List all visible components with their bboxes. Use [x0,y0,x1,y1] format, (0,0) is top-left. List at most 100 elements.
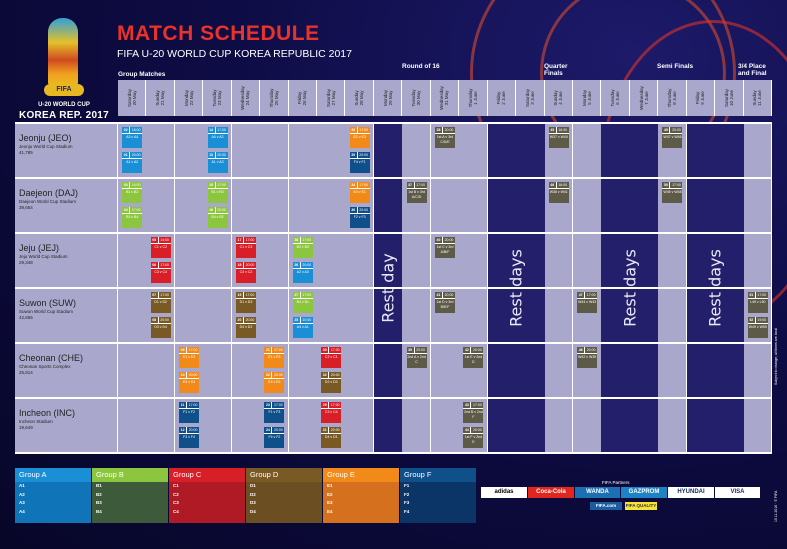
legend-group-item: B1 [96,483,102,488]
legend-group-item: A1 [19,483,25,488]
match-card[interactable]: 27 17:00 B4 v B1 [292,292,313,313]
sponsor-logo-fifaquality: FIFA QUALITY [625,502,657,510]
match-card[interactable]: 47 17:00 W44 v W43 [577,292,598,313]
match-card[interactable]: 04 17:00 B3 v B4 [122,207,143,228]
match-card[interactable]: 02 16:00 A3 v A4 [122,127,143,148]
sponsor-logo-hyundai: HYUNDAI [668,487,714,498]
match-card[interactable]: 46 16:00 W38 v W41 [548,182,569,203]
date-header: Thursday 8 June [658,80,687,116]
match-card[interactable]: 08 20:00 D3 v D4 [150,317,171,338]
match-card[interactable]: 31 20:00 D4 v D1 [321,427,342,448]
match-card[interactable]: 26 20:00 A2 v A3 [292,262,313,283]
venue-stadium: Daejeon World Cup Stadium [19,199,76,204]
match-card[interactable]: 52 19:00 W49 v W50 [747,317,768,338]
date-header: Tuesday 23 May [203,80,232,116]
sponsor-logo-cocacola: Coca-Cola [528,487,574,498]
legend-group-e: Group E E1 E2 E3 E4 [323,468,399,523]
sponsor-logo-wanda: WANDA [575,487,620,498]
date-header-label: Wednesday 7 June [638,86,649,110]
date-header: Sunday 21 May [146,80,175,116]
match-card[interactable]: 28 17:00 B2 v B3 [292,237,313,258]
date-header: Monday 29 May [373,80,403,116]
legend-group-item: D4 [250,508,256,514]
venue-row-incheon: Incheon (INC) Incheon Stadium 19,649 [15,398,118,453]
date-header-label: Tuesday 30 May [411,89,422,107]
fineprint-note: Subject to change; all times are local [774,327,778,385]
match-card[interactable]: 33 17:00 E2 v E3 [349,127,370,148]
match-card[interactable]: 21 17:00 E1 v E3 [264,347,285,368]
match-card[interactable]: 09 17:00 E1 v E2 [179,347,200,368]
match-card[interactable]: 38 20:00 1st A v 3rd C/D/E [435,127,455,148]
venue-capacity: 25,814 [19,370,33,375]
match-card[interactable]: 11 17:00 F1 v F2 [179,402,200,423]
match-card[interactable]: 15 17:00 B1 v B3 [207,182,228,203]
date-header: Monday 5 June [572,80,602,116]
match-card[interactable]: 34 17:00 E4 v E1 [349,182,370,203]
match-card[interactable]: 40 20:00 1st C v 3rd A/B/F [435,237,455,258]
row-divider [15,397,772,399]
match-card[interactable]: 39 20:00 2nd A v 2nd C [406,347,427,368]
legend-group-item: E2 [327,491,333,497]
venue-name: Jeju (JEJ) [19,243,60,253]
legend-group-a: Group A A1 A2 A3 A4 [15,468,91,523]
match-card[interactable]: 42 20:00 1st E v 2nd D [463,347,484,368]
match-card[interactable]: 44 20:00 1st F v 2nd E [463,427,484,448]
match-card[interactable]: 05 14:00 C1 v C2 [150,237,171,258]
match-card[interactable]: 24 20:00 F4 v F2 [264,427,285,448]
venue-row-jeju: Jeju (JEJ) Jeju World Cup Stadium 29,348 [15,233,118,288]
match-card[interactable]: 50 17:00 W45 v W48 [662,182,683,203]
match-card[interactable]: 36 20:00 F2 v F3 [349,207,370,228]
legend-group-d: Group D D1 D2 D3 D4 [246,468,322,523]
match-card[interactable]: 43 17:00 2nd B v 2nd F [463,402,484,423]
match-card[interactable]: 01 20:00 A1 v A2 [122,152,143,173]
legend-group-item: A3 [19,500,25,505]
match-card[interactable]: 13 20:00 A1 v A3 [207,152,228,173]
match-card[interactable]: 14 17:00 A4 v A2 [207,127,228,148]
legend-group-header: Group A [15,468,91,482]
match-card[interactable]: 17 17:00 C1 v C3 [235,237,256,258]
match-card[interactable]: 03 14:00 B1 v B2 [122,182,143,203]
match-card[interactable]: 22 20:00 E4 v E2 [264,372,285,393]
date-header-label: Saturday 20 May [126,88,137,108]
match-card[interactable]: 19 17:00 D1 v D3 [235,292,256,313]
match-card[interactable]: 25 20:00 A4 v A1 [292,317,313,338]
match-card[interactable]: 32 20:00 D2 v D3 [321,372,342,393]
match-card[interactable]: 20 20:00 D4 v D2 [235,317,256,338]
venue-stadium: Jeonju World Cup Stadium [19,144,73,149]
match-card[interactable]: 35 20:00 F4 v F1 [349,152,370,173]
match-card[interactable]: 37 17:00 1st B v 3rd A/C/D [406,182,427,203]
row-divider [15,122,772,124]
match-card[interactable]: 07 17:00 D1 v D2 [150,292,171,313]
match-card[interactable]: 51 17:00 L49 v L50 [747,292,768,313]
match-card[interactable]: 10 20:00 E3 v E4 [179,372,200,393]
match-card[interactable]: 48 20:00 W42 v W39 [577,347,598,368]
match-card[interactable]: 29 17:00 C3 v C4 [321,402,342,423]
date-header-label: Sunday 28 May [354,90,365,106]
legend-group-item: B4 [96,508,102,514]
match-card[interactable]: 49 20:00 W47 v W46 [662,127,683,148]
partners-label: FIFA Partners [602,480,630,485]
match-card[interactable]: 41 20:00 1st D v 3rd B/E/F [435,292,455,313]
match-card[interactable]: 45 16:00 W37 v W40 [548,127,569,148]
date-header-label: Monday 29 May [382,89,393,107]
date-header-label: Saturday 3 June [524,88,535,108]
date-header: Monday 22 May [174,80,204,116]
venue-capacity: 42,655 [19,315,33,320]
date-header: Sunday 28 May [345,80,374,116]
stage-label: Group Matches [118,71,166,78]
date-header-label: Wednesday 31 May [439,86,450,110]
date-header: Friday 9 June [686,80,716,116]
date-header: Saturday 20 May [118,80,147,116]
match-card[interactable]: 30 17:00 C2 v C1 [321,347,342,368]
match-card[interactable]: 12 20:00 F3 v F4 [179,427,200,448]
row-divider [15,452,772,454]
match-card[interactable]: 18 20:00 C4 v C2 [235,262,256,283]
fifa-badge: FIFA [44,84,84,96]
match-card[interactable]: 23 17:00 F1 v F3 [264,402,285,423]
row-divider [15,342,772,344]
date-header-label: Monday 22 May [183,89,194,107]
legend-group-item: D1 [250,483,256,488]
date-header-label: Friday 26 May [297,90,308,106]
match-card[interactable]: 16 20:00 B4 v B2 [207,207,228,228]
match-card[interactable]: 06 17:00 C3 v C4 [150,262,171,283]
